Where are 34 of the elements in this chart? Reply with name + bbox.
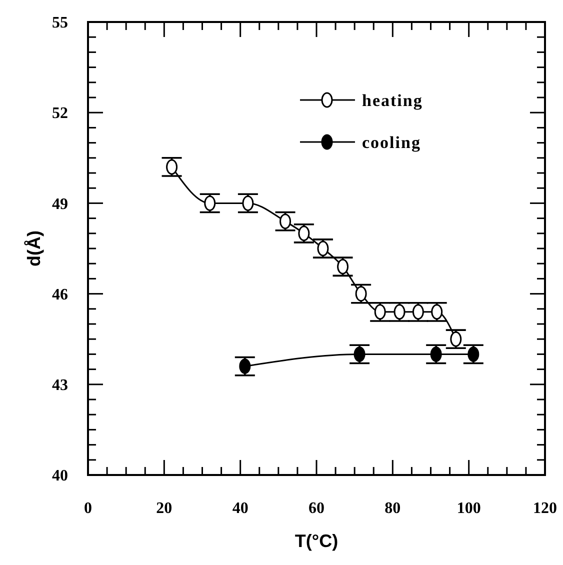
point	[431, 304, 443, 320]
x-tick-label: 100	[456, 500, 481, 517]
point	[298, 226, 310, 242]
y-tick-label: 43	[52, 377, 68, 394]
y-tick-label: 55	[52, 14, 68, 32]
x-tick-label: 40	[232, 500, 248, 517]
point	[450, 331, 462, 347]
point	[337, 258, 349, 274]
point	[166, 159, 178, 175]
x-tick-label: 120	[533, 500, 557, 517]
point	[355, 286, 367, 302]
y-tick-label: 40	[52, 468, 68, 485]
y-tick-label: 52	[52, 105, 68, 122]
point	[412, 304, 424, 320]
point	[430, 346, 442, 362]
x-tick-label: 60	[308, 500, 324, 517]
point	[280, 214, 292, 230]
point	[242, 195, 254, 211]
x-tick-label: 20	[156, 500, 172, 517]
point	[354, 346, 366, 362]
point	[394, 304, 406, 320]
y-tick-label: 46	[52, 286, 68, 304]
legend-label: cooling	[362, 132, 421, 152]
x-axis-title: T(°C)	[294, 531, 338, 551]
y-tick-label: 49	[52, 196, 68, 213]
x-tick-label: 0	[84, 500, 92, 517]
point	[204, 195, 216, 211]
legend-label: heating	[362, 90, 423, 110]
y-axis-title: d(Å)	[24, 230, 44, 266]
point	[317, 240, 329, 256]
point	[374, 304, 386, 320]
point	[468, 346, 480, 362]
x-tick-label: 80	[384, 500, 401, 517]
point	[239, 358, 251, 374]
